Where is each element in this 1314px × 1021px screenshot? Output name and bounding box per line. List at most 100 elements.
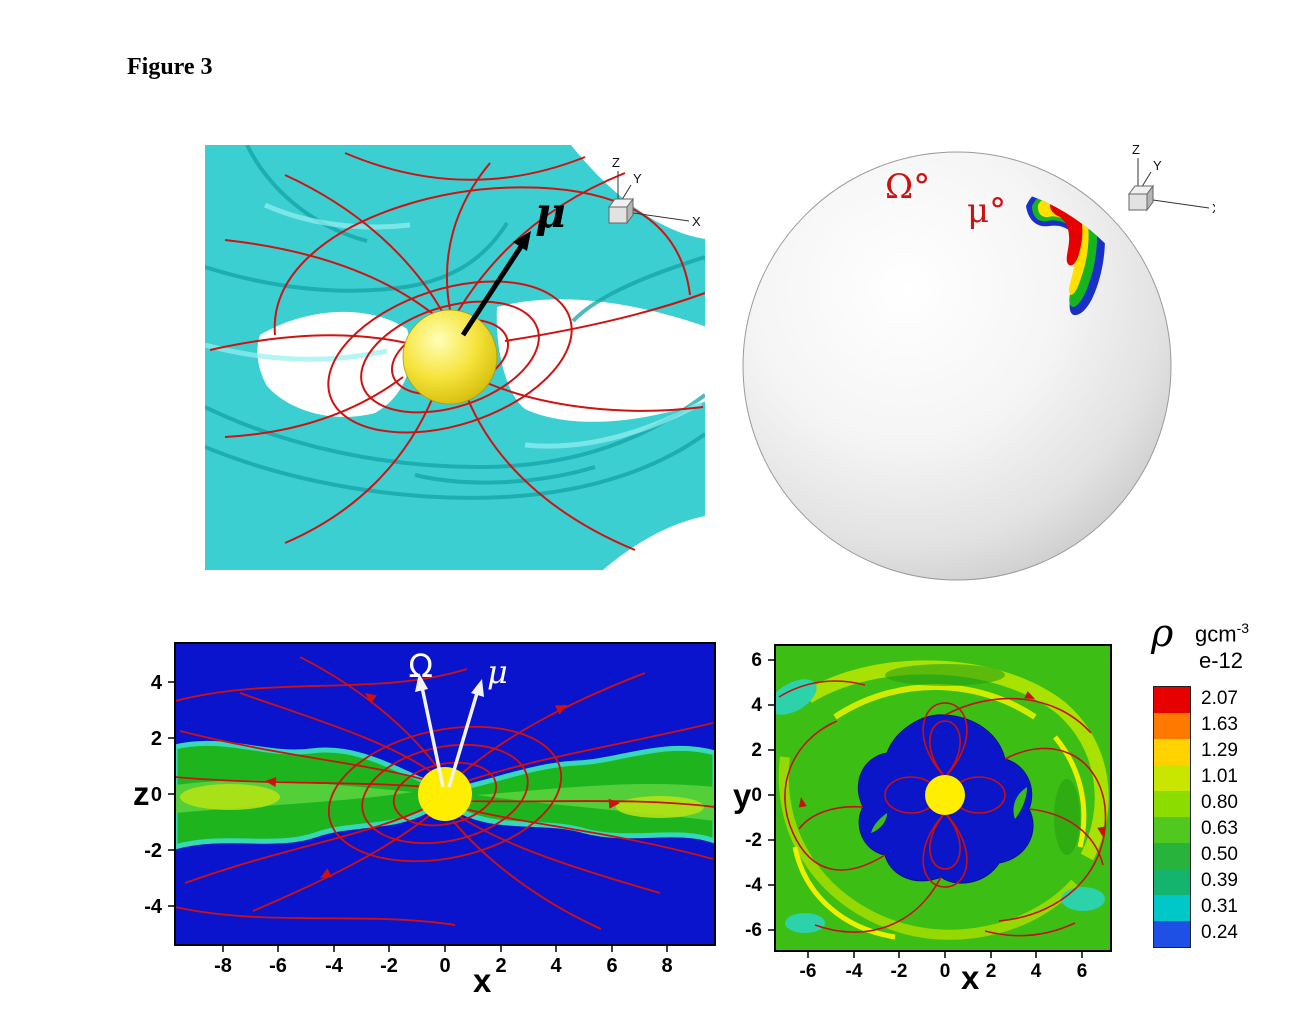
star-xy bbox=[925, 775, 965, 815]
mu-pole-label: μ° bbox=[967, 191, 1006, 231]
streamline-arrowheads-xz bbox=[265, 693, 620, 878]
y-tick-label: 4 bbox=[751, 695, 762, 716]
disk-fold-lines bbox=[205, 145, 705, 500]
y-tick-label: 2 bbox=[751, 740, 762, 761]
triad-z-label: Z bbox=[1132, 142, 1140, 157]
y-tick-label: 4 bbox=[151, 672, 163, 694]
omega-pole-label: Ω° bbox=[885, 167, 930, 207]
omega-arrow-label: Ω bbox=[409, 647, 433, 685]
colorbar-band bbox=[1154, 687, 1190, 713]
y-tick-label: -4 bbox=[144, 896, 163, 918]
field-lines-xz bbox=[175, 656, 715, 930]
x-tick-label: -6 bbox=[800, 961, 817, 982]
panel-3d-canvas: μ Z Y X bbox=[205, 145, 705, 570]
mu-label-3d: μ bbox=[535, 188, 566, 237]
colorbar-tick-label: 0.31 bbox=[1201, 896, 1238, 917]
z-axis-label: z bbox=[133, 775, 150, 812]
density-colorbar: ρ gcm-3 e-12 2.07 1.63 1.29 1.01 0.80 0.… bbox=[1143, 612, 1313, 982]
y-tick-label: -2 bbox=[745, 830, 762, 851]
x-tick-label: -2 bbox=[380, 955, 398, 977]
colorbar-band bbox=[1154, 921, 1190, 947]
colorbar-tick-label: 0.39 bbox=[1201, 870, 1238, 891]
x-tick-label: 4 bbox=[550, 955, 562, 977]
y-tick-label: 0 bbox=[151, 784, 162, 806]
streamline-arrowheads-xy bbox=[798, 691, 1106, 837]
panel-sphere-canvas: Ω° μ° Z Y X bbox=[742, 142, 1215, 581]
colorbar-units-text: gcm bbox=[1195, 621, 1237, 647]
x-tick-label: -4 bbox=[325, 955, 344, 977]
magnetic-field-lines-3d bbox=[209, 152, 705, 551]
y-tick-labels-xy: 6 4 2 0 -2 -4 -6 bbox=[745, 650, 762, 941]
x-tick-label: -8 bbox=[214, 955, 232, 977]
x-tick-label: 0 bbox=[439, 955, 450, 977]
y-tick-label: -2 bbox=[144, 840, 162, 862]
colorbar-symbol: ρ bbox=[1151, 611, 1174, 655]
disk-swirls-xy bbox=[778, 660, 1109, 940]
axis-triad-3d: Z Y X bbox=[608, 155, 701, 229]
axis-triad-sphere: Z Y X bbox=[1128, 142, 1215, 216]
colorbar-band bbox=[1154, 895, 1190, 921]
x-tick-label: -6 bbox=[269, 955, 287, 977]
y-tick-label: 0 bbox=[751, 785, 762, 806]
colorbar-bar bbox=[1153, 686, 1191, 948]
triad-y-label: Y bbox=[1153, 158, 1162, 173]
colorbar-band bbox=[1154, 713, 1190, 739]
triad-z-label: Z bbox=[612, 155, 620, 170]
tick-marks-xy bbox=[768, 659, 1083, 958]
rotation-axis-arrow bbox=[415, 673, 445, 788]
triad-y-label: Y bbox=[633, 171, 642, 186]
colorbar-tick-label: 0.63 bbox=[1201, 818, 1238, 839]
mu-arrow-label: μ bbox=[487, 653, 508, 691]
colorbar-tick-label: 1.01 bbox=[1201, 766, 1238, 787]
panel-xy-canvas: -6 -4 -2 0 2 4 6 6 4 2 0 -2 -4 -6 y x bbox=[733, 644, 1112, 992]
colorbar-tick-label: 1.63 bbox=[1201, 714, 1238, 735]
x-tick-label: 4 bbox=[1031, 961, 1042, 982]
y-tick-label: -6 bbox=[745, 920, 762, 941]
magnetic-axis-arrow bbox=[447, 679, 484, 788]
triad-x-label: X bbox=[1212, 201, 1215, 216]
plot-frame-xy bbox=[774, 644, 1112, 952]
x-tick-label: -2 bbox=[891, 961, 908, 982]
colorbar-band bbox=[1154, 817, 1190, 843]
y-tick-label: 6 bbox=[751, 650, 762, 671]
y-tick-label: -4 bbox=[745, 875, 762, 896]
figure-label: Figure 3 bbox=[127, 54, 213, 80]
mu-arrow-3d bbox=[460, 231, 531, 337]
panel-xz-canvas: Ω μ -8 -6 -4 -2 0 2 4 6 8 4 2 0 -2 -4 z … bbox=[133, 642, 716, 995]
disk-highlight-lines bbox=[205, 202, 703, 449]
colorbar-labels: 2.07 1.63 1.29 1.01 0.80 0.63 0.50 0.39 … bbox=[1201, 686, 1238, 946]
colorbar-units-exponent: -3 bbox=[1236, 620, 1250, 636]
y-axis-label: y bbox=[733, 777, 752, 814]
x-tick-label: 6 bbox=[1077, 961, 1088, 982]
colorbar-band bbox=[1154, 843, 1190, 869]
colorbar-tick-label: 0.50 bbox=[1201, 844, 1238, 865]
tick-marks-xz bbox=[168, 681, 668, 952]
triad-cube-icon bbox=[608, 206, 628, 224]
x-tick-label: -4 bbox=[846, 961, 863, 982]
star-3d bbox=[402, 309, 498, 405]
x-axis-label: x bbox=[961, 959, 980, 992]
x-tick-labels-xz: -8 -6 -4 -2 0 2 4 6 8 bbox=[214, 955, 672, 977]
colorbar-band bbox=[1154, 739, 1190, 765]
stellar-surface bbox=[742, 151, 1172, 581]
panel-xy-slice: -6 -4 -2 0 2 4 6 6 4 2 0 -2 -4 -6 y x bbox=[715, 637, 1145, 992]
panel-3d-disk: μ Z Y X bbox=[205, 145, 705, 570]
colorbar-band bbox=[1154, 869, 1190, 895]
x-axis-label: x bbox=[473, 962, 492, 995]
x-tick-label: 0 bbox=[940, 961, 951, 982]
y-tick-label: 2 bbox=[151, 728, 162, 750]
x-tick-label: 2 bbox=[495, 955, 506, 977]
colorbar-tick-label: 1.29 bbox=[1201, 740, 1238, 761]
colorbar-tick-label: 2.07 bbox=[1201, 688, 1238, 709]
star-xz bbox=[418, 767, 472, 821]
colorbar-tick-label: 0.24 bbox=[1201, 922, 1238, 943]
x-tick-label: 6 bbox=[606, 955, 617, 977]
colorbar-units: gcm-3 bbox=[1195, 620, 1249, 647]
triad-x-label: X bbox=[692, 214, 701, 229]
y-tick-labels-xz: 4 2 0 -2 -4 bbox=[144, 672, 163, 918]
panel-xz-slice: Ω μ -8 -6 -4 -2 0 2 4 6 8 4 2 0 -2 -4 z … bbox=[115, 635, 735, 995]
panel-star-hotspot: Ω° μ° Z Y X bbox=[735, 138, 1215, 583]
x-tick-labels-xy: -6 -4 -2 0 2 4 6 bbox=[800, 961, 1088, 982]
colorbar-band bbox=[1154, 765, 1190, 791]
colorbar-band bbox=[1154, 791, 1190, 817]
